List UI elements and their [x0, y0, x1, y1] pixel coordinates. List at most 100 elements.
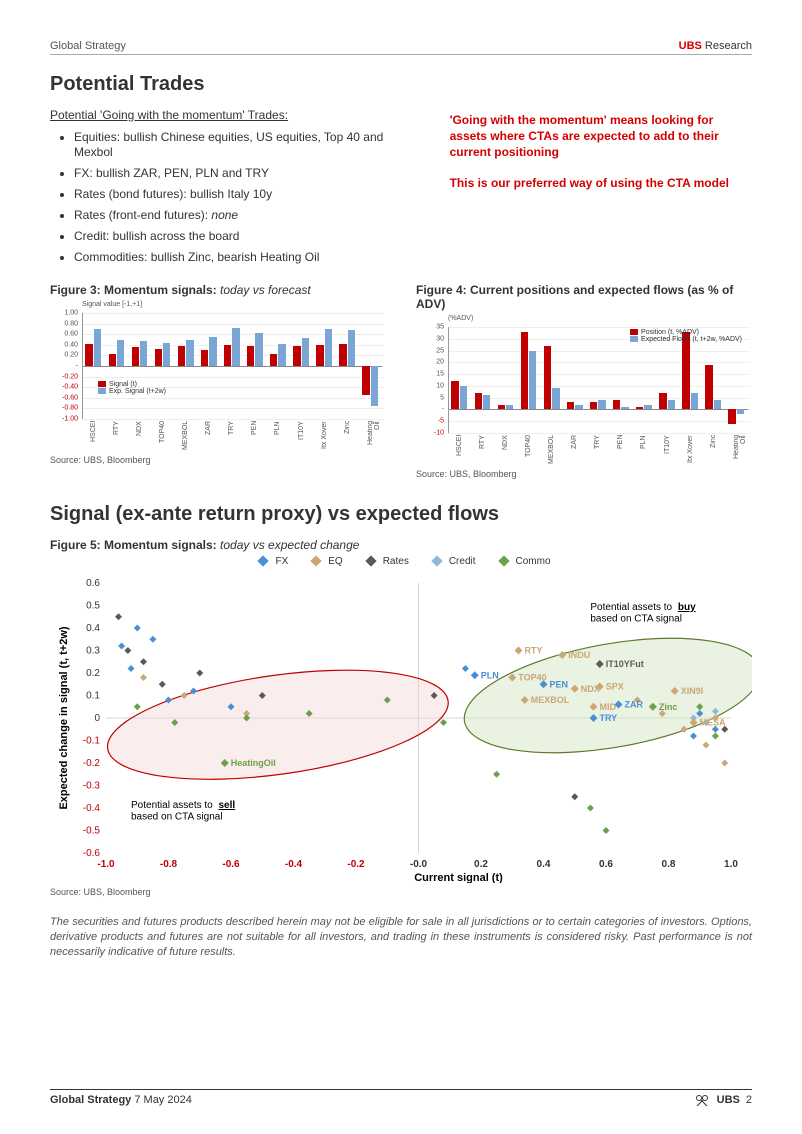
svg-text:1.0: 1.0 [724, 859, 738, 870]
scatter-svg: -1.0-0.8-0.6-0.4-0.2-0.00.20.40.60.81.0-… [50, 573, 752, 883]
y-tick: 1.00 [50, 310, 78, 317]
legend-item: Commo [492, 556, 551, 567]
x-tick-label: PLN [640, 435, 647, 465]
fig5-source: Source: UBS, Bloomberg [50, 887, 752, 897]
x-tick-label: Zinc [710, 435, 717, 465]
header-brand-black: Research [702, 40, 752, 52]
bar [316, 345, 323, 366]
svg-text:MESA: MESA [700, 718, 727, 728]
bar [668, 400, 675, 409]
section-title-signal: Signal (ex-ante return proxy) vs expecte… [50, 503, 752, 526]
svg-text:RTY: RTY [525, 646, 543, 656]
bar [224, 345, 231, 366]
bar [621, 407, 628, 409]
svg-text:TOP40: TOP40 [518, 673, 546, 683]
bar [714, 400, 721, 409]
zero-line [82, 366, 382, 367]
svg-text:-0.6: -0.6 [83, 848, 101, 859]
fig5-title-bold: Figure 5: Momentum signals: [50, 538, 217, 552]
bar [659, 393, 666, 409]
bar [201, 350, 208, 366]
trade-item: FX: bullish ZAR, PEN, PLN and TRY [74, 166, 420, 181]
bar [521, 332, 528, 410]
y-tick: 0.80 [50, 320, 78, 327]
bar [598, 400, 605, 409]
y-axis-label: (%ADV) [448, 315, 473, 322]
bar [552, 388, 559, 409]
y-tick: -0.20 [50, 373, 78, 380]
x-tick-label: TRY [594, 435, 601, 465]
gridline [448, 351, 750, 352]
svg-text:-1.0: -1.0 [97, 859, 115, 870]
x-tick-label: RTY [479, 435, 486, 465]
y-tick: 10 [416, 382, 444, 389]
figure-3: Figure 3: Momentum signals: today vs for… [50, 271, 386, 479]
y-tick: - [416, 406, 444, 413]
bar [255, 333, 262, 366]
bar [302, 338, 309, 366]
trade-item: Rates (bond futures): bullish Italy 10y [74, 187, 420, 202]
bar [155, 349, 162, 366]
trades-right-col: 'Going with the momentum' means looking … [450, 108, 752, 271]
svg-text:-0.2: -0.2 [83, 758, 101, 769]
gridline [448, 362, 750, 363]
svg-text:INDU: INDU [568, 650, 590, 660]
bar [140, 341, 147, 366]
header-left: Global Strategy [50, 40, 126, 52]
x-tick-label: PLN [274, 421, 281, 451]
trades-left-col: Potential 'Going with the momentum' Trad… [50, 108, 420, 271]
trade-item: Commodities: bullish Zinc, bearish Heati… [74, 250, 420, 265]
gridline [82, 313, 384, 314]
svg-text:MID: MID [600, 702, 617, 712]
fig4-source: Source: UBS, Bloomberg [416, 469, 752, 479]
bar [178, 346, 185, 366]
zero-line [448, 409, 748, 410]
footer-page: 2 [746, 1094, 752, 1106]
gridline [448, 433, 750, 434]
x-tick-label: TOP40 [159, 421, 166, 451]
svg-text:PEN: PEN [550, 679, 569, 689]
bar [209, 337, 216, 366]
svg-text:0.1: 0.1 [86, 691, 100, 702]
bar [270, 354, 277, 366]
svg-text:Current signal (t): Current signal (t) [414, 872, 503, 883]
fig5-title: Figure 5: Momentum signals: today vs exp… [50, 538, 752, 552]
svg-text:ZAR: ZAR [625, 700, 644, 710]
y-tick: 5 [416, 394, 444, 401]
bar [691, 393, 698, 409]
svg-text:TRY: TRY [600, 713, 618, 723]
legend-item: EQ [304, 556, 342, 567]
legend-item: Credit [425, 556, 476, 567]
bar [339, 344, 346, 366]
y-tick: 15 [416, 371, 444, 378]
svg-text:buy: buy [678, 602, 696, 613]
svg-text:0.6: 0.6 [86, 578, 100, 589]
svg-text:0.3: 0.3 [86, 646, 100, 657]
bar [475, 393, 482, 409]
trades-subhead: Potential 'Going with the momentum' Trad… [50, 108, 420, 122]
svg-text:Potential assets to: Potential assets to [590, 602, 672, 613]
disclaimer: The securities and futures products desc… [50, 915, 752, 960]
svg-text:Potential assets to: Potential assets to [131, 800, 213, 811]
fig5-chart: -1.0-0.8-0.6-0.4-0.2-0.00.20.40.60.81.0-… [50, 573, 752, 883]
bar [132, 347, 139, 366]
x-tick-label: ZAR [205, 421, 212, 451]
x-tick-label: NDX [502, 435, 509, 465]
figure-4: Figure 4: Current positions and expected… [416, 271, 752, 479]
svg-text:0.2: 0.2 [474, 859, 488, 870]
ubs-keys-icon [695, 1094, 711, 1106]
bar [247, 346, 254, 366]
footer-left-bold: Global Strategy [50, 1094, 131, 1106]
fig5-legend: FXEQRatesCreditCommo [50, 556, 752, 567]
x-tick-label: PEN [251, 421, 258, 451]
header-right: UBS Research [679, 40, 752, 52]
svg-text:-0.1: -0.1 [83, 736, 101, 747]
x-tick-label: NDX [136, 421, 143, 451]
x-tick-label: Zinc [344, 421, 351, 451]
y-tick: -1.00 [50, 416, 78, 423]
gridline [82, 408, 384, 409]
footer-logo-text: UBS [717, 1094, 740, 1106]
bar [94, 329, 101, 366]
x-tick-label: RTY [113, 421, 120, 451]
svg-text:0.2: 0.2 [86, 668, 100, 679]
